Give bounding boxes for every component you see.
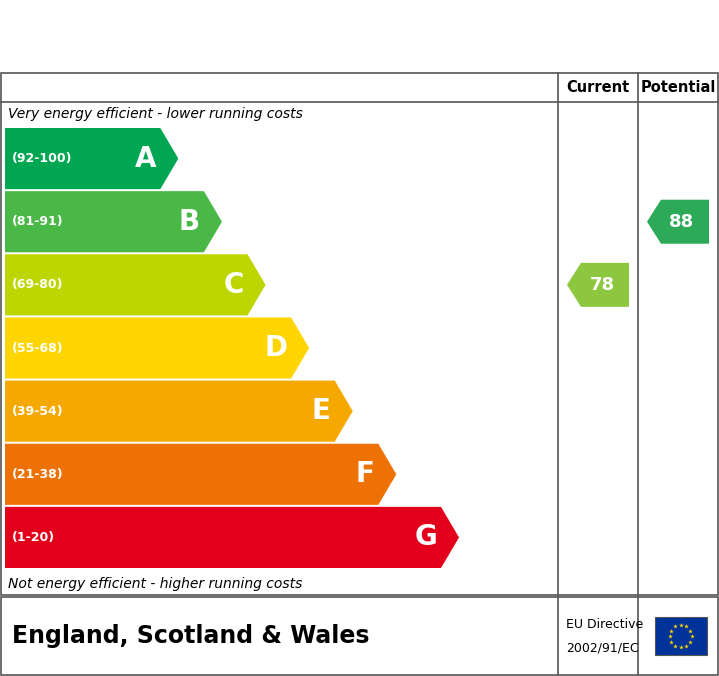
Polygon shape [647, 199, 709, 244]
Text: D: D [264, 334, 287, 362]
Polygon shape [5, 191, 222, 252]
Text: Potential: Potential [641, 80, 715, 95]
Polygon shape [5, 381, 353, 441]
Text: (39-54): (39-54) [12, 405, 63, 418]
Polygon shape [5, 318, 309, 379]
Polygon shape [5, 128, 178, 189]
Text: (1-20): (1-20) [12, 531, 55, 544]
Text: B: B [179, 208, 200, 236]
Text: (69-80): (69-80) [12, 279, 63, 291]
Text: (81-91): (81-91) [12, 215, 63, 228]
Text: C: C [223, 271, 244, 299]
Polygon shape [5, 443, 396, 505]
Text: 2002/91/EC: 2002/91/EC [566, 642, 638, 654]
Polygon shape [5, 507, 459, 568]
Text: 88: 88 [669, 213, 695, 231]
Text: (55-68): (55-68) [12, 341, 63, 354]
Text: (92-100): (92-100) [12, 152, 73, 165]
Text: England, Scotland & Wales: England, Scotland & Wales [12, 624, 370, 648]
Text: E: E [312, 397, 331, 425]
Text: Very energy efficient - lower running costs: Very energy efficient - lower running co… [8, 107, 303, 121]
Text: EU Directive: EU Directive [566, 617, 644, 631]
Text: A: A [135, 145, 156, 172]
Text: Not energy efficient - higher running costs: Not energy efficient - higher running co… [8, 577, 303, 591]
Text: G: G [414, 523, 437, 552]
Text: F: F [355, 460, 375, 488]
Bar [654, 617, 707, 655]
Text: (21-38): (21-38) [12, 468, 63, 481]
Polygon shape [567, 263, 629, 307]
Text: Current: Current [567, 80, 630, 95]
Text: Energy Efficiency Rating: Energy Efficiency Rating [18, 20, 478, 53]
Polygon shape [5, 254, 265, 316]
Text: 78: 78 [590, 276, 615, 294]
